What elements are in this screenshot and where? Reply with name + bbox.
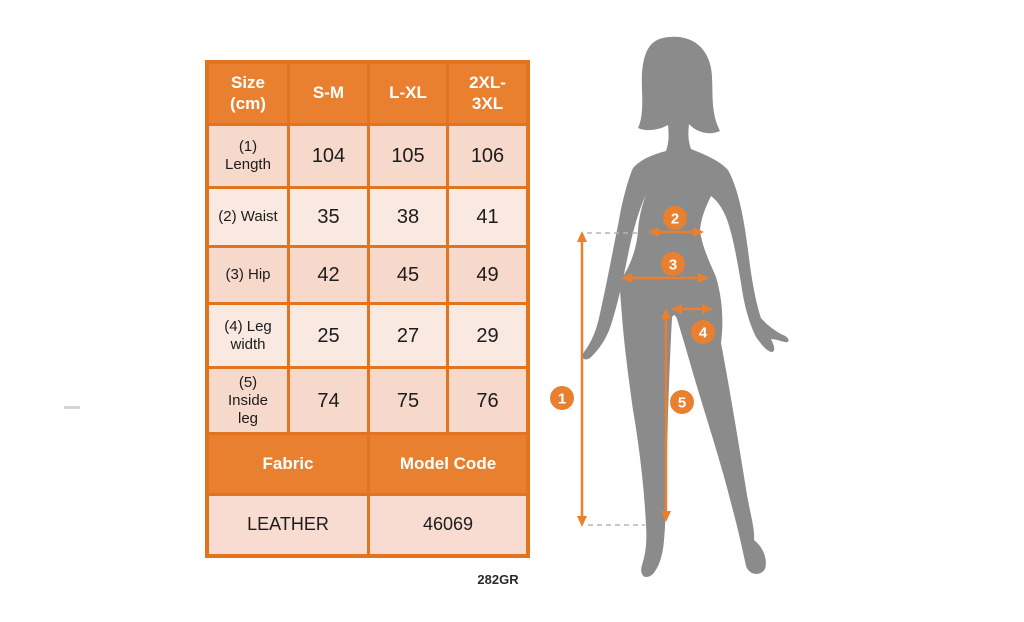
stray-dash-mark (64, 406, 80, 409)
svg-text:3: 3 (669, 257, 677, 274)
length-l-xl: 105 (370, 126, 446, 186)
svg-text:1: 1 (558, 391, 566, 408)
leg-width-2xl-3xl: 29 (449, 305, 526, 366)
inside-leg-l-xl: 75 (370, 369, 446, 432)
fabric-header: Fabric (209, 435, 367, 493)
hip-arrow (621, 273, 709, 283)
row-label-inside-leg: (5) Inside leg (209, 369, 287, 432)
leg-width-arrow (671, 304, 713, 314)
length-2xl-3xl: 106 (449, 126, 526, 186)
marker-2: 2 (663, 206, 687, 230)
column-header-s-m: S-M (290, 64, 367, 123)
waist-2xl-3xl: 41 (449, 189, 526, 245)
inside-leg-s-m: 74 (290, 369, 367, 432)
hip-2xl-3xl: 49 (449, 248, 526, 302)
column-header-size-cm: Size (cm) (209, 64, 287, 123)
inside-leg-arrow (661, 308, 671, 522)
marker-3: 3 (661, 252, 685, 276)
marker-5: 5 (670, 390, 694, 414)
row-label-length: (1) Length (209, 126, 287, 186)
waist-l-xl: 38 (370, 189, 446, 245)
model-code-value: 46069 (370, 496, 526, 554)
row-label-hip: (3) Hip (209, 248, 287, 302)
figure-svg: 1 2 3 4 5 (550, 36, 789, 578)
leg-width-s-m: 25 (290, 305, 367, 366)
model-code-header: Model Code (370, 435, 526, 493)
waist-arrow (648, 227, 704, 237)
svg-text:4: 4 (699, 325, 708, 342)
weight-note: 282GR (477, 572, 519, 587)
svg-text:5: 5 (678, 395, 686, 412)
marker-1: 1 (550, 386, 574, 410)
waist-s-m: 35 (290, 189, 367, 245)
female-silhouette (582, 36, 789, 578)
row-label-waist: (2) Waist (209, 189, 287, 245)
length-arrow (577, 231, 587, 527)
inside-leg-2xl-3xl: 76 (449, 369, 526, 432)
length-s-m: 104 (290, 126, 367, 186)
fabric-value: LEATHER (209, 496, 367, 554)
hip-s-m: 42 (290, 248, 367, 302)
marker-4: 4 (691, 320, 715, 344)
hip-l-xl: 45 (370, 248, 446, 302)
measurement-figure: 1 2 3 4 5 (545, 25, 805, 585)
svg-text:2: 2 (671, 211, 679, 228)
leg-width-l-xl: 27 (370, 305, 446, 366)
row-label-leg-width: (4) Leg width (209, 305, 287, 366)
column-header-l-xl: L-XL (370, 64, 446, 123)
column-header-2xl-3xl: 2XL- 3XL (449, 64, 526, 123)
size-table: Size (cm) S-M L-XL 2XL- 3XL (1) Length 1… (205, 60, 530, 558)
